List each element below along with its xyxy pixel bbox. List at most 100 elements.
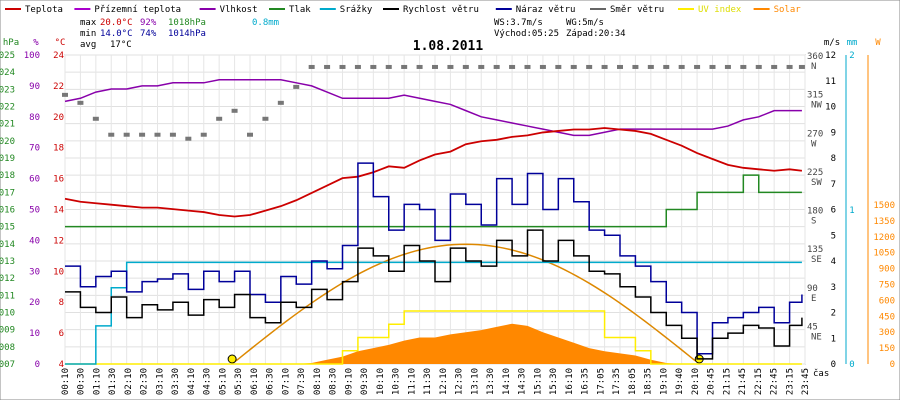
left-axis-tick-2: 12 <box>53 236 64 246</box>
stat-min-label: min <box>80 29 96 39</box>
x-tick-label: 02:10 <box>124 368 134 395</box>
x-tick-label: 23:15 <box>785 368 795 395</box>
stat-avg-label: avg <box>80 40 96 50</box>
wind-direction-mark <box>647 64 654 69</box>
wind-direction-mark <box>509 64 516 69</box>
legend-label-3: Tlak <box>289 5 311 15</box>
rain-axis-tick: 1 <box>849 206 854 216</box>
wind-direction-mark <box>798 64 805 69</box>
solar-axis-unit: W <box>875 38 881 48</box>
wind-axis-tick: 6 <box>831 206 836 216</box>
dir-tick-name: E <box>811 294 816 304</box>
x-tick-label: 00:10 <box>61 368 71 395</box>
x-tick-label: 11:30 <box>423 368 433 395</box>
left-axis-tick-1: 10 <box>29 329 40 339</box>
wind-axis-unit: m/s <box>824 38 840 48</box>
sunrise-marker <box>227 354 237 364</box>
wind-direction-mark <box>123 132 130 137</box>
wind-direction-mark <box>293 84 300 89</box>
wind-direction-mark <box>231 108 238 113</box>
x-tick-label: 03:30 <box>171 368 181 395</box>
wind-direction-mark <box>493 64 500 69</box>
left-axis-tick-2: 10 <box>53 267 64 277</box>
left-axis-tick-0: 1014 <box>0 240 15 250</box>
wind-axis-tick: 11 <box>825 77 836 87</box>
left-axis-tick-0: 1023 <box>0 85 15 95</box>
left-axis-tick-2: 22 <box>53 82 64 92</box>
x-tick-label: 06:10 <box>250 368 260 395</box>
dir-tick-deg: 90 <box>807 284 818 294</box>
dir-tick-name: SW <box>811 178 822 188</box>
legend-label-7: Směr větru <box>610 5 664 15</box>
x-tick-label: 20:10 <box>691 368 701 395</box>
wind-direction-mark <box>370 64 377 69</box>
pressure-line <box>65 174 802 228</box>
dir-tick-name: S <box>811 217 816 227</box>
x-tick-label: 16:10 <box>565 368 575 395</box>
dir-tick-name: NE <box>811 332 822 342</box>
info-sunrise: Východ:05:25 <box>494 29 559 39</box>
stat-rain: 0.8mm <box>252 18 279 28</box>
stats-block: max 20.0°C 92% 1018hPa 0.8mm min 14.0°C 74% 1014… <box>80 18 626 50</box>
wind-axis-tick: 10 <box>825 103 836 113</box>
wind-direction-mark <box>432 64 438 69</box>
left-axis-tick-1: 60 <box>29 175 40 185</box>
stat-max-temp: 20.0°C <box>100 18 133 28</box>
wind-direction-mark <box>92 116 99 121</box>
wind-direction-mark <box>632 64 639 69</box>
wind-axis-tick: 9 <box>831 128 836 138</box>
solar-axis-tick: 900 <box>879 265 895 275</box>
wind-direction-mark <box>108 132 115 137</box>
legend-label-6: Náraz větru <box>516 5 576 15</box>
left-axis-tick-2: 16 <box>53 175 64 185</box>
stat-min-temp: 14.0°C <box>100 29 133 39</box>
left-axis-tick-1: 70 <box>29 144 40 154</box>
wind-direction-mark <box>740 64 747 69</box>
x-tick-label: 10:10 <box>376 368 386 395</box>
legend-label-8: UV index <box>698 5 742 15</box>
stat-max-press: 1018hPa <box>168 18 206 28</box>
wind-direction-mark <box>200 132 207 137</box>
wind-direction-mark <box>77 100 84 105</box>
legend-label-4: Srážky <box>340 5 373 15</box>
legend-label-9: Solar <box>774 5 802 15</box>
wind-direction-mark <box>709 64 716 69</box>
dir-tick-deg: 315 <box>807 91 823 101</box>
wind-direction-mark <box>169 132 176 137</box>
chart-title: 1.08.2011 <box>413 39 484 54</box>
left-axis-tick-2: 14 <box>53 206 64 216</box>
x-tick-label: 08:10 <box>313 368 323 395</box>
left-axis-tick-1: 20 <box>29 298 40 308</box>
wind-direction-mark <box>62 92 68 97</box>
wind-axis-tick: 7 <box>831 180 836 190</box>
stat-max-label: max <box>80 18 97 28</box>
wind-direction-mark <box>617 64 623 69</box>
stat-min-hum: 74% <box>140 29 157 39</box>
wind-direction-mark <box>462 64 469 69</box>
wind-direction-mark <box>247 132 253 137</box>
x-tick-label: 15:30 <box>549 368 559 395</box>
left-axis-tick-2: 18 <box>53 144 64 154</box>
x-tick-label: 04:10 <box>187 368 197 395</box>
x-tick-label: 12:30 <box>455 368 465 395</box>
dir-tick-deg: 180 <box>807 207 823 217</box>
wind-direction-mark <box>663 64 670 69</box>
axes: hPa1025102410231022102110201019101810171… <box>0 38 895 370</box>
x-tick-label: 21:45 <box>738 368 748 395</box>
info-wg: WG:5m/s <box>566 18 604 28</box>
left-axis-tick-0: 1021 <box>0 120 15 130</box>
x-tick-label: 14:30 <box>518 368 528 395</box>
solar-axis-tick: 1350 <box>873 217 895 227</box>
left-axis-tick-2: 20 <box>53 113 64 123</box>
x-tick-label: 22:45 <box>770 368 780 395</box>
x-tick-label: 15:10 <box>533 368 543 395</box>
x-axis: 00:10 00:30 01:10 01:30 02:10 02:30 03:10 03:30… <box>61 368 829 395</box>
wind-axis-tick: 1 <box>831 334 836 344</box>
solar-axis-tick: 750 <box>879 281 895 291</box>
wind-direction-mark <box>724 64 731 69</box>
x-tick-label: 18:35 <box>644 368 654 395</box>
